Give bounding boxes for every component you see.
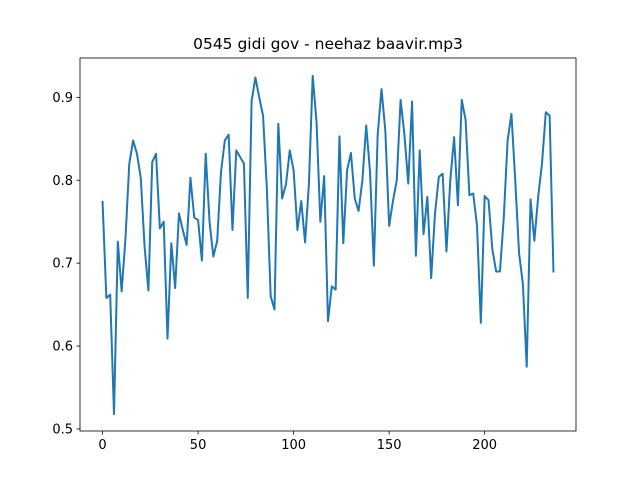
x-tick-label: 50 <box>190 438 207 453</box>
data-line <box>101 74 555 416</box>
y-tick-label: 0.7 <box>52 257 73 272</box>
x-tick-label: 0 <box>98 438 106 453</box>
y-tick-label: 0.8 <box>52 174 73 189</box>
x-tick-label: 100 <box>281 438 306 453</box>
x-tick-label: 150 <box>377 438 402 453</box>
chart-title: 0545 gidi gov - neehaz baavir.mp3 <box>193 35 463 53</box>
x-tick-label: 200 <box>472 438 497 453</box>
y-tick-label: 0.5 <box>52 422 73 437</box>
y-tick-label: 0.9 <box>52 91 73 106</box>
plot-frame <box>79 57 577 432</box>
y-tick-label: 0.6 <box>52 340 73 355</box>
